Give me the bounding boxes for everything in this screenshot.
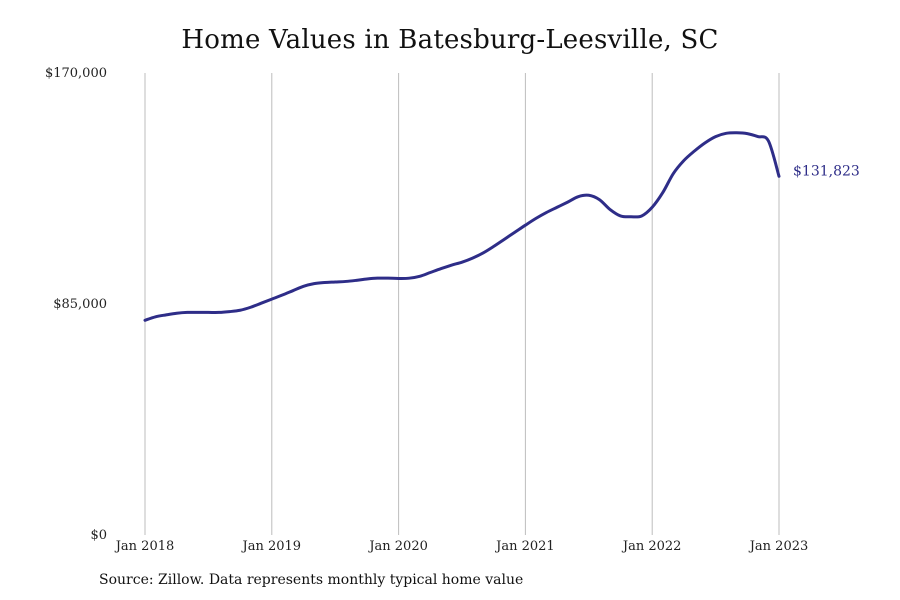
chart-title: Home Values in Batesburg-Leesville, SC <box>181 25 719 55</box>
x-axis-ticks: Jan 2018 Jan 2019 Jan 2020 Jan 2021 Jan 2022… <box>114 539 809 554</box>
x-tick-label: Jan 2021 <box>494 539 555 554</box>
y-tick-label: $0 <box>90 528 107 543</box>
end-value-label: $131,823 <box>793 163 860 179</box>
source-note: Source: Zillow. Data represents monthly … <box>99 572 524 588</box>
gridlines <box>144 73 780 535</box>
x-tick-label: Jan 2019 <box>241 539 302 554</box>
x-tick-label: Jan 2020 <box>367 539 428 554</box>
x-tick-label: Jan 2018 <box>114 539 175 554</box>
y-axis-ticks: $0 $85,000 $170,000 <box>45 66 107 543</box>
series-line <box>143 131 781 322</box>
y-tick-label: $85,000 <box>53 297 107 312</box>
x-tick-label: Jan 2023 <box>748 539 809 554</box>
series-layer <box>143 131 781 322</box>
x-tick-label: Jan 2022 <box>621 539 682 554</box>
y-tick-label: $170,000 <box>45 66 107 81</box>
